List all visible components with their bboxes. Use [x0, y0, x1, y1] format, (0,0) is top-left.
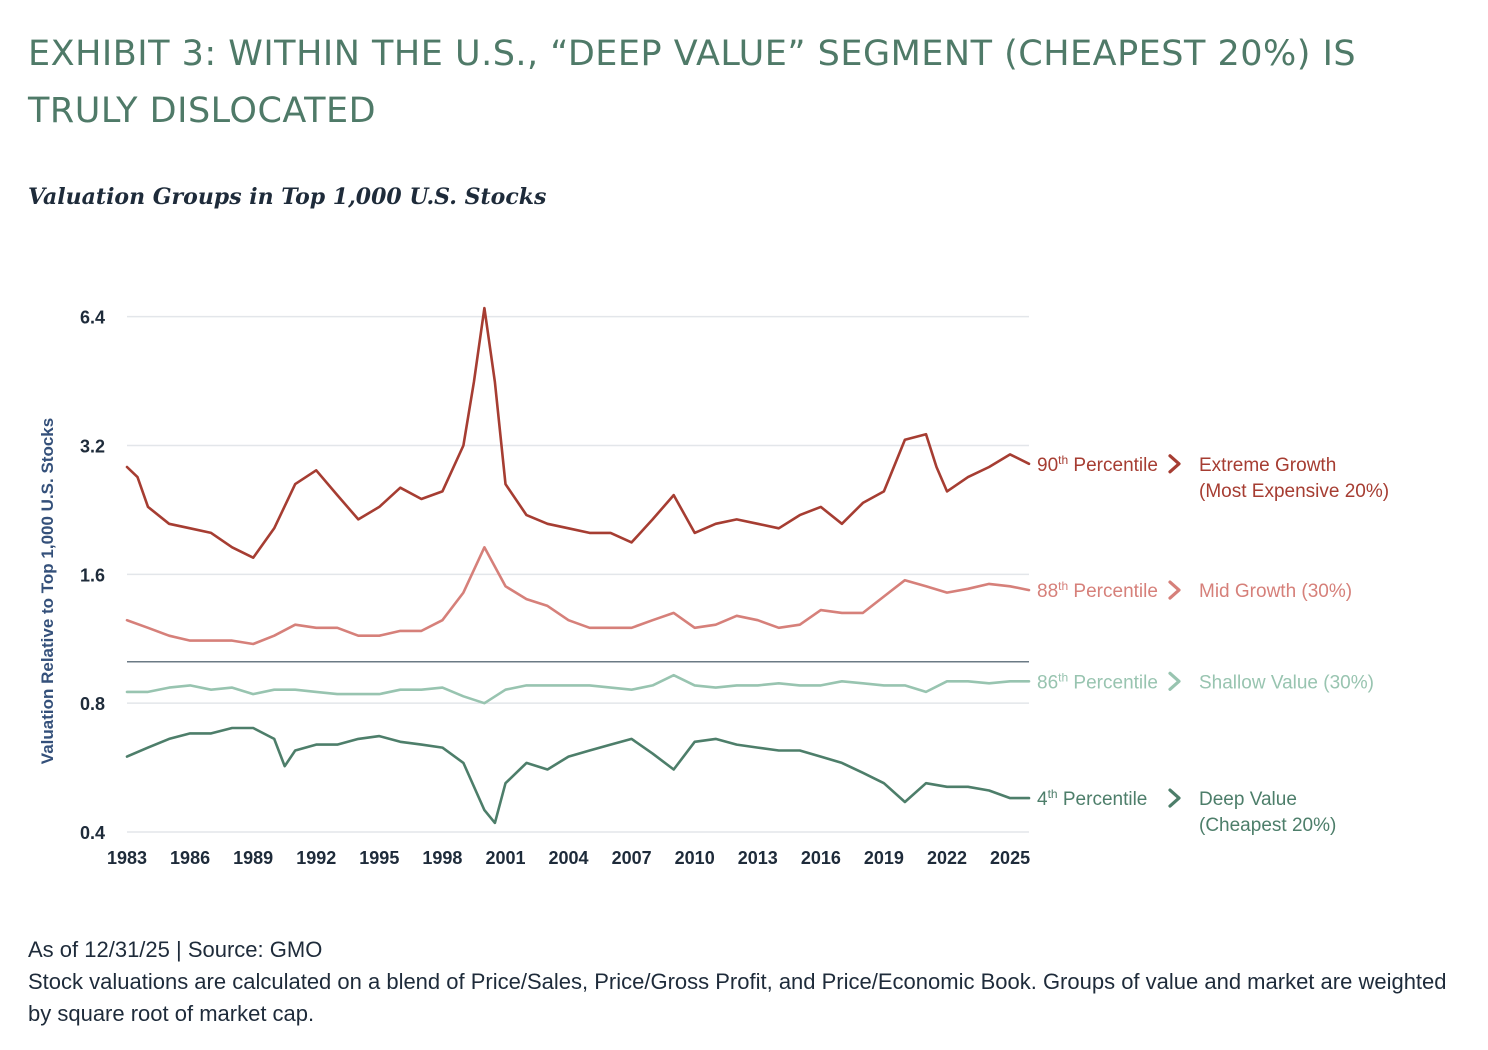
group-sublabel-extreme_growth: (Most Expensive 20%): [1199, 481, 1389, 502]
x-tick-label: 1992: [296, 848, 336, 868]
group-label-shallow_value: Shallow Value (30%): [1199, 672, 1374, 693]
percentile-label-deep_value: 4th Percentile: [1037, 787, 1147, 810]
series-line-mid_growth: [125, 546, 1031, 646]
chevron-right-icon: [1168, 788, 1181, 808]
x-tick-label: 2010: [675, 848, 715, 868]
x-tick-label: 2001: [485, 848, 525, 868]
series-line-deep_value: [125, 726, 1031, 825]
x-tick-label: 1983: [107, 848, 147, 868]
series-layer: [125, 306, 1031, 825]
chevron-right-icon: [1168, 454, 1181, 474]
x-tick-label: 2016: [801, 848, 841, 868]
y-tick-label: 0.4: [80, 823, 105, 843]
group-label-mid_growth: Mid Growth (30%): [1199, 581, 1352, 602]
percentile-label-shallow_value: 86th Percentile: [1037, 670, 1158, 693]
x-tick-label: 2025: [990, 848, 1030, 868]
group-label-deep_value: Deep Value: [1199, 789, 1297, 810]
x-tick-label: 1998: [422, 848, 462, 868]
group-sublabel-deep_value: (Cheapest 20%): [1199, 815, 1336, 836]
exhibit-title: EXHIBIT 3: WITHIN THE U.S., “DEEP VALUE”…: [28, 34, 1357, 131]
series-line-shallow_value: [125, 673, 1031, 705]
y-tick-label: 3.2: [80, 436, 105, 456]
methodology-note: Stock valuations are calculated on a ble…: [28, 969, 1447, 1026]
chevron-right-icon: [1168, 580, 1181, 600]
label-layer: 90th Percentile Extreme Growth (Most Expen…: [1037, 453, 1389, 836]
axis-layer: 0.4 0.8 1.6 3.2 6.4 1983 1986 1989 1992 1995 1998 2…: [38, 308, 1030, 868]
chart-subtitle: Valuation Groups in Top 1,000 U.S. Stock…: [28, 184, 547, 210]
percentile-label-mid_growth: 88th Percentile: [1037, 579, 1158, 602]
x-tick-label: 2019: [864, 848, 904, 868]
valuation-chart: 0.4 0.8 1.6 3.2 6.4 1983 1986 1989 1992 1995 1998 2…: [38, 306, 1389, 868]
y-tick-label: 0.8: [80, 694, 105, 714]
grid-layer: [127, 315, 1029, 833]
y-tick-label: 1.6: [80, 565, 105, 585]
series-line-extreme_growth: [125, 306, 1031, 559]
x-tick-label: 2004: [549, 848, 589, 868]
chevron-right-icon: [1168, 671, 1181, 691]
x-tick-label: 2007: [612, 848, 652, 868]
footer: As of 12/31/25 | Source: GMO Stock valua…: [28, 934, 1448, 1030]
x-tick-label: 1986: [170, 848, 210, 868]
x-tick-label: 2013: [738, 848, 778, 868]
source-note: As of 12/31/25 | Source: GMO: [28, 937, 323, 962]
y-axis-title: Valuation Relative to Top 1,000 U.S. Sto…: [38, 418, 57, 764]
group-label-extreme_growth: Extreme Growth: [1199, 455, 1336, 476]
y-tick-label: 6.4: [80, 308, 105, 328]
x-tick-label: 2022: [927, 848, 967, 868]
percentile-label-extreme_growth: 90th Percentile: [1037, 453, 1158, 476]
x-tick-label: 1995: [359, 848, 399, 868]
x-tick-label: 1989: [233, 848, 273, 868]
